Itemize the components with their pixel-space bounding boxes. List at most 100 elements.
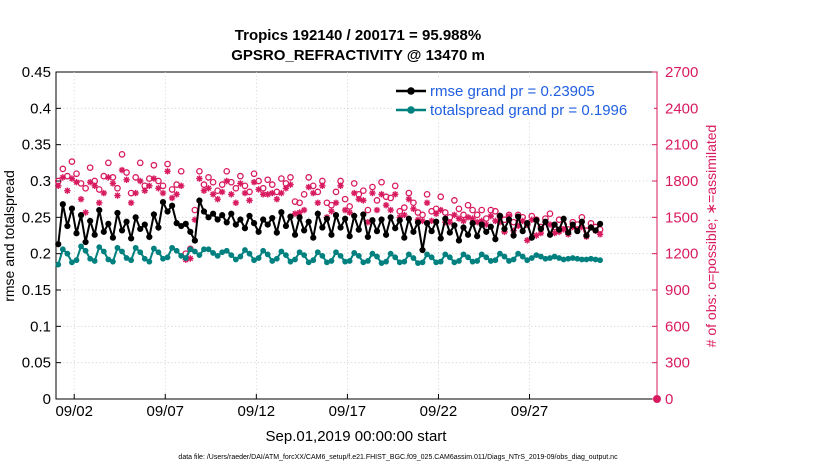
obs-possible-point	[346, 203, 354, 210]
rmse-point	[505, 216, 513, 223]
spread-point	[424, 251, 430, 258]
obs-possible-point	[364, 206, 372, 214]
rmse-point	[364, 233, 371, 241]
obs-assimilated-point	[514, 222, 522, 230]
obs-assimilated-point	[546, 221, 554, 228]
obs-assimilated-point	[428, 217, 435, 225]
spread-point	[132, 244, 139, 251]
obs-assimilated-point	[355, 195, 362, 203]
obs-possible-point	[250, 170, 258, 178]
rmse-point	[451, 222, 458, 229]
obs-possible-point	[437, 193, 445, 201]
spread-point	[537, 253, 544, 260]
rmse-point	[515, 213, 522, 220]
spread-point	[478, 251, 485, 258]
obs-possible-point	[287, 174, 294, 181]
y-right-tick-label: 900	[665, 282, 690, 299]
obs-assimilated-point	[187, 255, 194, 262]
obs-assimilated-point	[419, 217, 426, 225]
x-axis: 09/02 09/07 09/12 09/17 09/22 09/27	[55, 394, 548, 420]
rmse-point	[596, 220, 604, 227]
spread-point	[128, 257, 135, 264]
spread-point	[73, 257, 80, 264]
obs-assimilated-point	[64, 187, 71, 194]
rmse-point	[214, 216, 221, 223]
rmse-point	[105, 220, 112, 227]
x-axis-label: Sep.01,2019 00:00:00 start	[266, 428, 448, 445]
rmse-point	[396, 217, 403, 224]
obs-assimilated-point	[382, 202, 390, 209]
spread-point	[592, 256, 599, 263]
spread-point	[242, 247, 248, 253]
spread-point	[273, 255, 280, 262]
spread-point	[446, 254, 453, 261]
spread-point	[401, 258, 408, 265]
obs-assimilated-point	[100, 189, 108, 197]
rmse-point	[351, 212, 358, 219]
spread-point	[501, 253, 508, 260]
obs-assimilated-point	[278, 189, 285, 197]
rmse-point	[114, 209, 121, 217]
obs-assimilated-point	[341, 206, 349, 214]
rmse-point	[232, 221, 239, 228]
rmse-point	[287, 213, 294, 220]
rmse-point	[273, 229, 280, 236]
obs-possible-point	[396, 207, 404, 215]
rmse-point	[437, 235, 444, 242]
obs-assimilated-point	[73, 179, 80, 186]
rmse-point	[132, 214, 139, 221]
spread-point	[123, 255, 130, 261]
y-left-tick-label: 0.1	[30, 318, 51, 335]
spread-point	[296, 249, 303, 256]
obs-possible-point	[419, 211, 426, 219]
y-left-tick-label: 0.3	[30, 173, 51, 190]
obs-possible-point	[218, 181, 226, 188]
spread-point	[342, 258, 349, 265]
rmse-point	[556, 226, 563, 233]
spread-point	[264, 251, 271, 258]
rmse-point	[560, 215, 567, 222]
obs-assimilated-point	[423, 199, 431, 206]
obs-possible-point	[469, 206, 476, 214]
spread-point	[292, 256, 298, 263]
spread-point	[597, 257, 603, 264]
obs-assimilated-point	[191, 216, 199, 223]
rmse-point	[73, 230, 80, 237]
obs-possible-point	[464, 201, 472, 209]
obs-assimilated-point	[146, 182, 153, 190]
rmse-point	[123, 218, 130, 225]
spread-point	[64, 250, 71, 257]
obs-assimilated-point	[232, 199, 240, 206]
obs-assimilated-point	[178, 182, 185, 190]
rmse-point	[337, 224, 344, 231]
rmse-point	[455, 237, 463, 244]
obs-possible-point	[86, 164, 94, 172]
spread-point	[59, 246, 66, 253]
spread-point	[105, 256, 112, 263]
obs-assimilated-point	[432, 210, 440, 217]
spread-point	[178, 252, 185, 259]
obs-possible-point	[237, 172, 244, 180]
obs-assimilated-point	[82, 209, 89, 216]
obs-possible-point	[150, 161, 158, 169]
obs-assimilated-point	[209, 191, 217, 198]
obs-assimilated-point	[137, 177, 144, 185]
rmse-point	[196, 197, 203, 204]
rmse-point	[96, 206, 103, 214]
obs-possible-point	[177, 167, 185, 175]
rmse-point	[346, 233, 353, 240]
chart-title-line1: Tropics 192140 / 200171 = 95.988%	[235, 27, 481, 44]
obs-possible-point	[473, 211, 481, 219]
rmse-point	[173, 220, 180, 227]
rmse-point	[109, 234, 117, 241]
y-right-tick-label: 2400	[665, 100, 698, 117]
spread-point	[55, 261, 62, 268]
rmse-point	[77, 212, 85, 219]
data-marks	[54, 151, 661, 403]
obs-assimilated-point	[282, 185, 290, 192]
obs-assimilated-point	[109, 180, 117, 187]
spread-point	[110, 258, 116, 265]
obs-possible-point	[268, 181, 276, 188]
y-left-tick-label: 0.35	[22, 137, 51, 154]
spread-point	[469, 258, 476, 265]
